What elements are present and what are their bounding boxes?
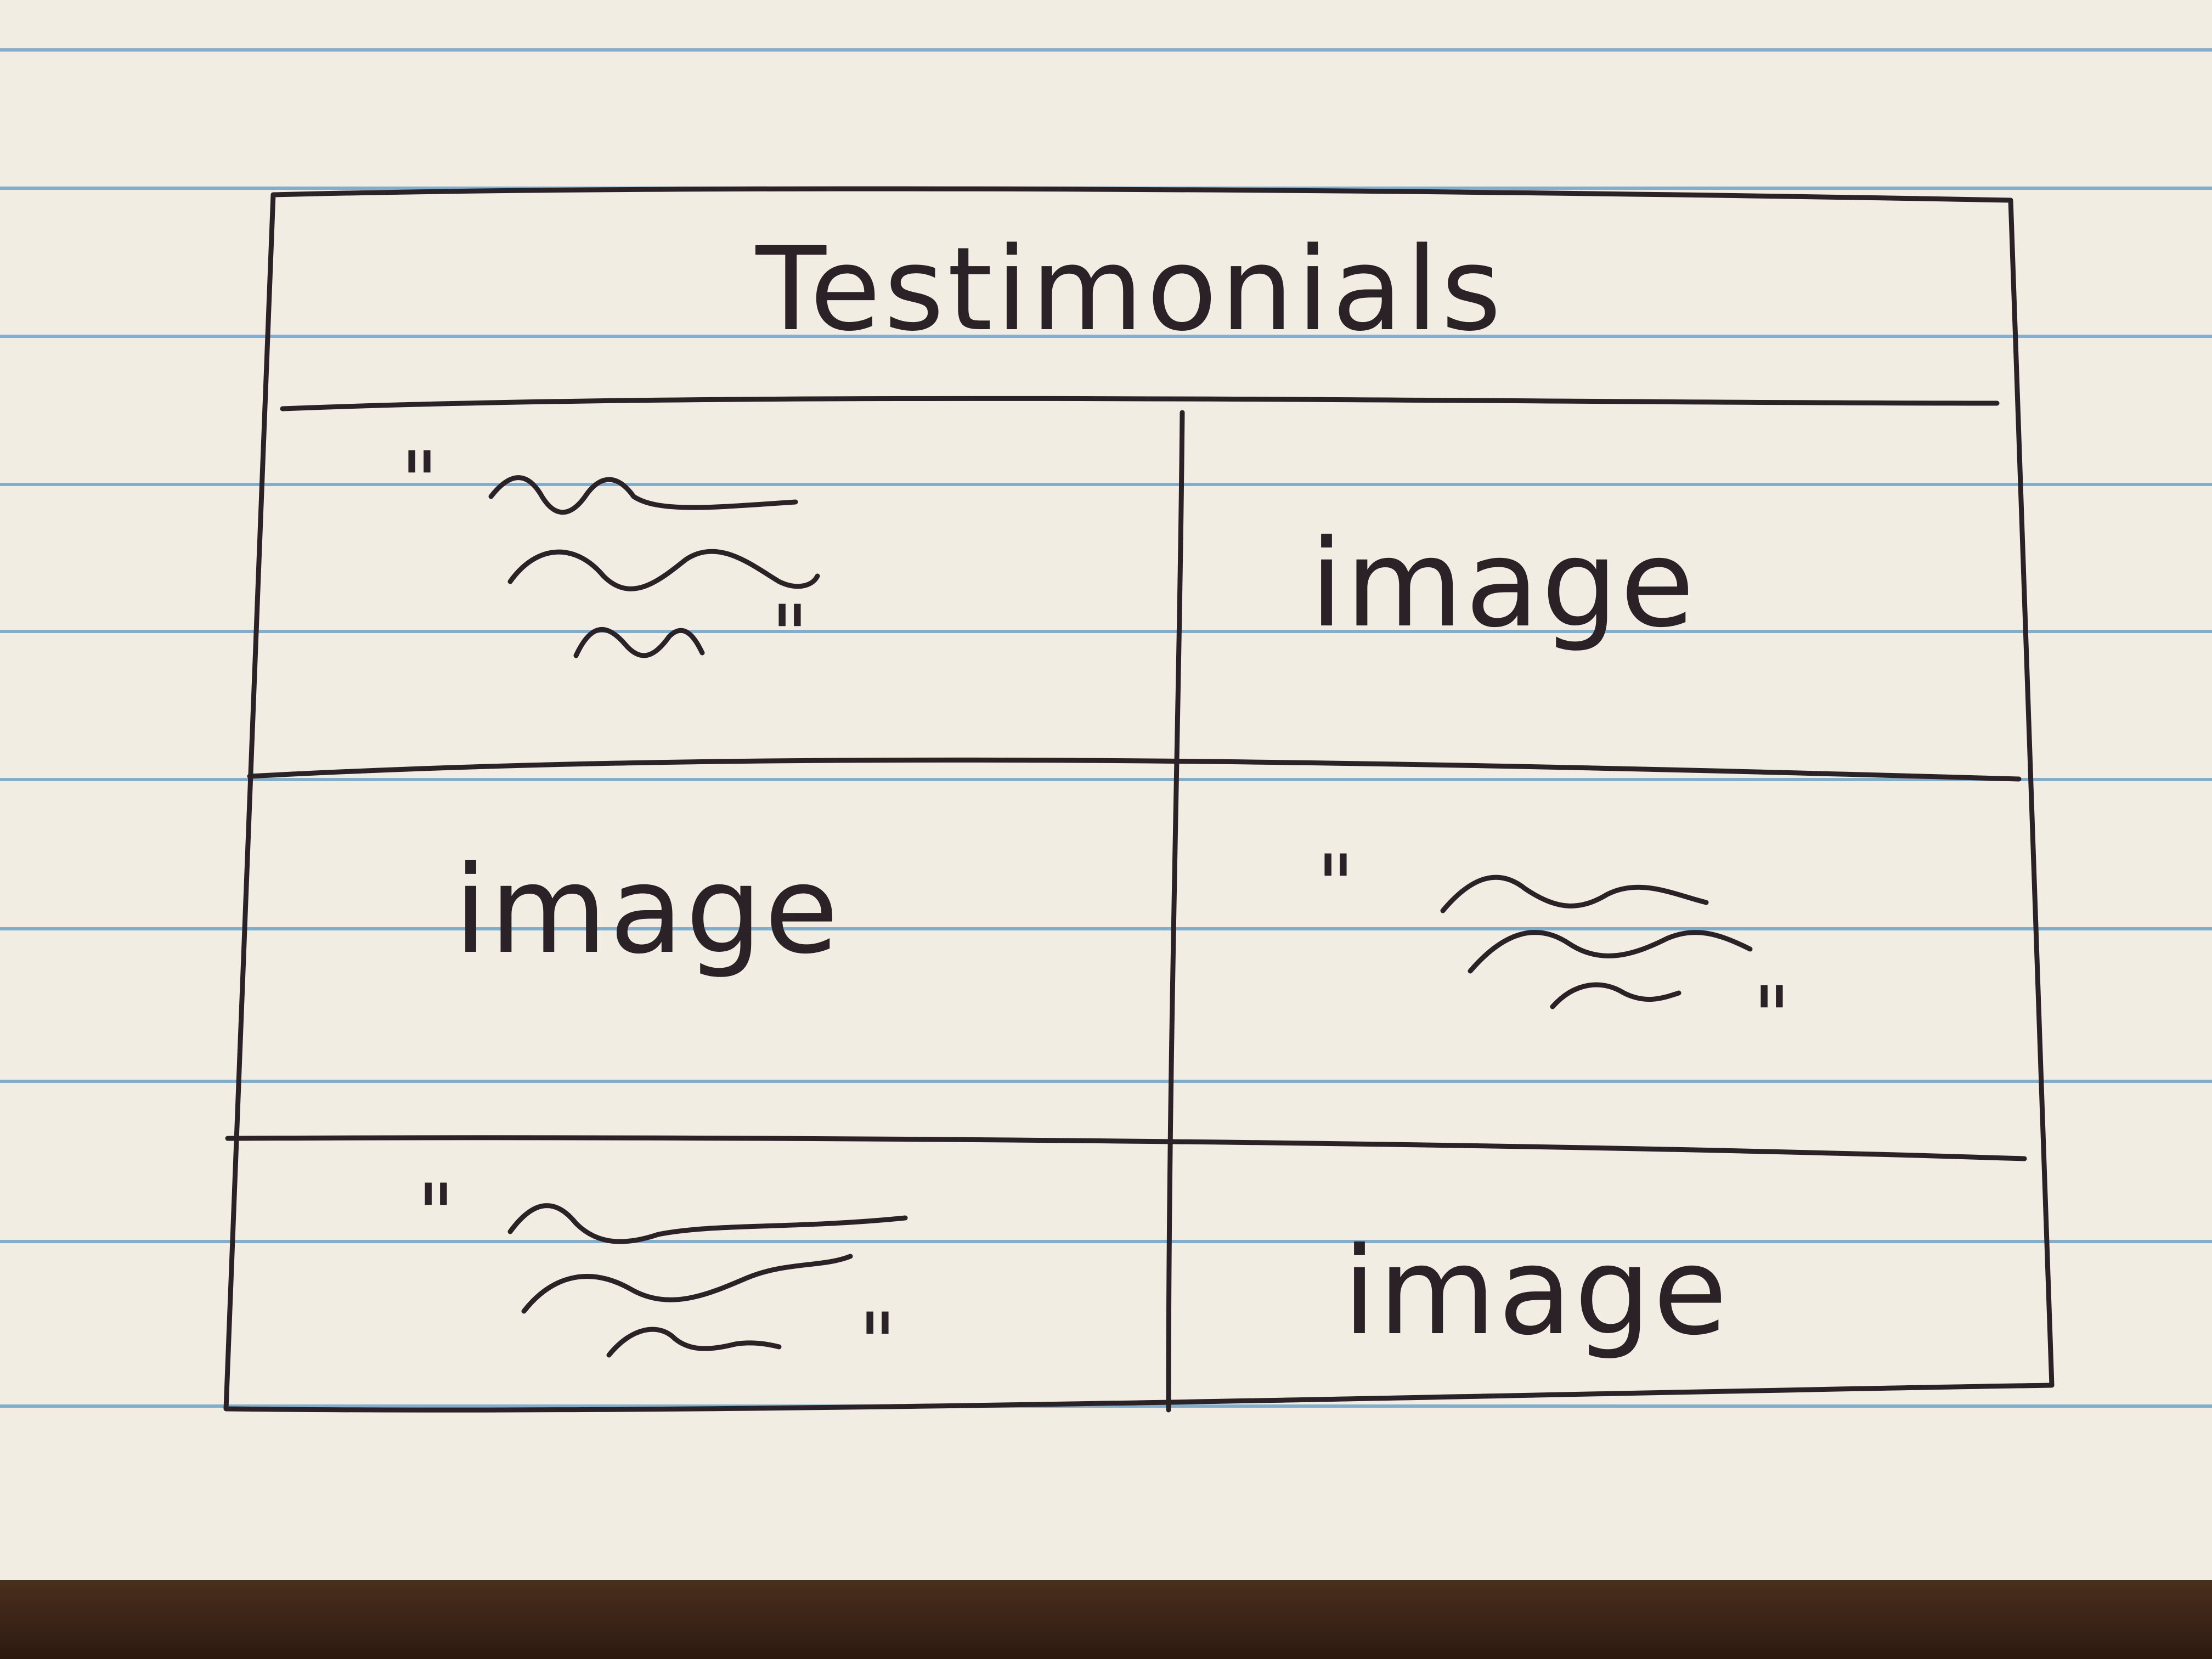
ruled-line <box>0 1240 2212 1243</box>
ruled-line <box>0 927 2212 930</box>
text-squiggle <box>1468 930 1753 974</box>
open-quote-mark: " <box>1317 838 1355 933</box>
image-placeholder-label: image <box>1310 514 1696 654</box>
text-squiggle <box>521 1254 853 1314</box>
section-title: Testimonials <box>755 222 1505 357</box>
ruled-line <box>0 1080 2212 1083</box>
testimonial-quote-placeholder: " " <box>400 435 820 684</box>
text-squiggle <box>507 1203 908 1244</box>
testimonial-quote-placeholder: " " <box>417 1167 908 1391</box>
text-squiggle <box>507 549 820 591</box>
close-quote-mark: " <box>859 1296 896 1391</box>
image-placeholder-label: image <box>454 840 840 980</box>
ruled-line <box>0 335 2212 338</box>
text-squiggle <box>488 475 798 515</box>
outer-frame <box>223 186 2055 1413</box>
header-divider <box>280 396 2000 411</box>
close-quote-mark: " <box>1753 969 1791 1065</box>
testimonial-quote-placeholder: " " <box>1317 838 1791 1065</box>
ruled-line <box>0 1404 2212 1408</box>
notebook-paper <box>0 0 2212 1580</box>
ruled-line <box>0 630 2212 633</box>
row-divider <box>225 1135 2027 1161</box>
ruled-line <box>0 778 2212 781</box>
wooden-desk <box>0 1580 2212 1659</box>
text-squiggle <box>1440 874 1709 913</box>
text-squiggle <box>573 627 705 658</box>
text-squiggle <box>606 1327 782 1358</box>
close-quote-mark: " <box>771 588 809 684</box>
row-divider <box>247 757 2022 782</box>
text-squiggle <box>1550 982 1681 1009</box>
ruled-line <box>0 48 2212 52</box>
column-divider <box>1166 410 1185 1413</box>
open-quote-mark: " <box>400 435 438 530</box>
image-placeholder-label: image <box>1342 1221 1729 1362</box>
open-quote-mark: " <box>417 1167 455 1262</box>
ruled-line <box>0 483 2212 486</box>
